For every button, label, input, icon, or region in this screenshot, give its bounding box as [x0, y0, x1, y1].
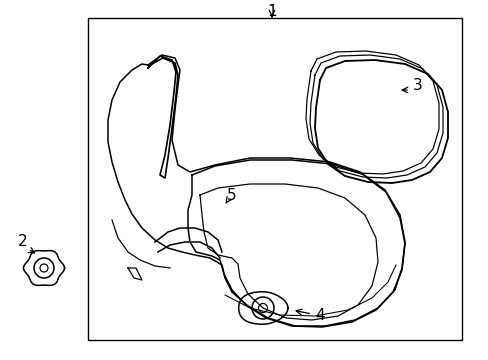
Text: 3: 3 [412, 78, 422, 94]
Text: 2: 2 [18, 234, 28, 249]
Bar [88, 18, 461, 340]
Text: 4: 4 [315, 309, 324, 324]
Text: 5: 5 [227, 189, 236, 203]
Text: 1: 1 [266, 4, 276, 19]
